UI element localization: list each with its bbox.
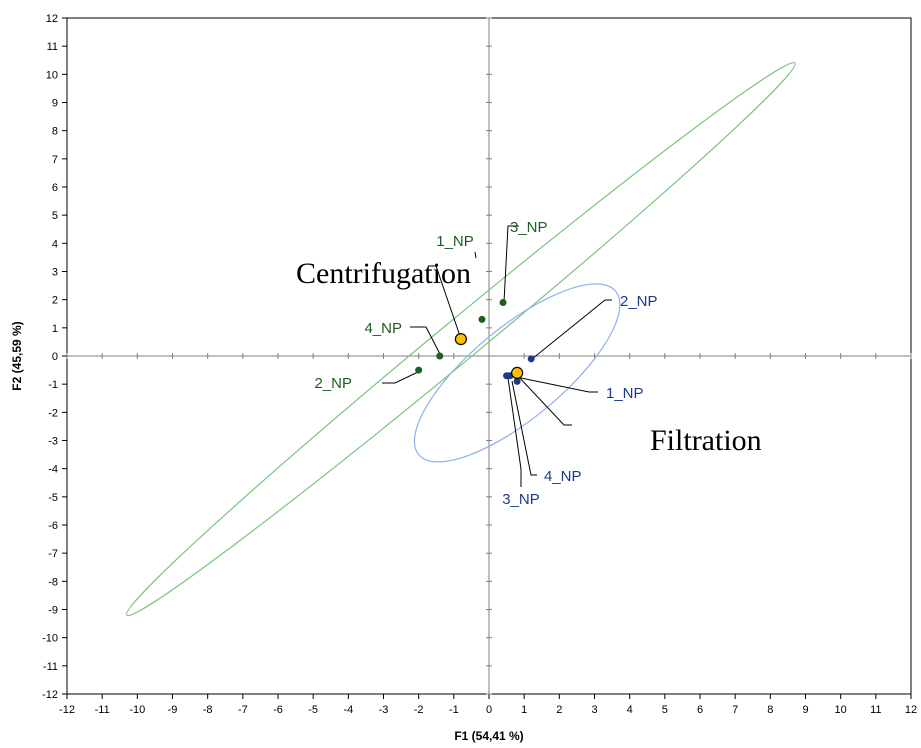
leader-line	[410, 326, 442, 357]
y-tick-label: -10	[42, 633, 58, 645]
x-tick-label: -5	[308, 704, 318, 716]
point-label: 2_NP	[620, 293, 658, 310]
x-tick-label: 4	[627, 704, 633, 716]
leader-line	[507, 377, 522, 487]
centroid-point	[511, 366, 524, 379]
leader-line	[474, 251, 477, 259]
point-label: 3_NP	[502, 491, 540, 508]
y-tick-label: 10	[46, 69, 58, 81]
point-label: 4_NP	[364, 320, 402, 337]
x-tick-label: 8	[767, 704, 773, 716]
y-tick-label: -1	[48, 379, 58, 391]
x-tick-labels: -12 -11 -10 -9 -8 -7 -6 -5 -4 -3 -2 -1 0 1 2 3 4 5 6 7 8 9 10 1…	[59, 704, 917, 716]
x-tick-label: 11	[870, 704, 881, 716]
y-tick-label: 4	[52, 238, 58, 250]
x-tick-label: 6	[697, 704, 703, 716]
x-tick-label: -2	[414, 704, 424, 716]
y-tick-label: 7	[52, 154, 58, 166]
y-tick-label: 11	[47, 41, 58, 53]
leader-line	[382, 371, 419, 384]
data-point	[436, 352, 444, 360]
data-point	[478, 315, 486, 323]
group-labels: Centrifugation Filtration	[296, 257, 762, 457]
x-tick-label: 3	[591, 704, 597, 716]
data-point	[499, 298, 507, 306]
y-tick-label: 0	[52, 351, 58, 363]
x-axis-title: F1 (54,41 %)	[454, 729, 523, 743]
data-point	[513, 377, 521, 385]
point-label: 1_NP	[606, 385, 644, 402]
leader-line	[511, 380, 537, 476]
x-tick-label: -12	[59, 704, 75, 716]
y-tick-label: 2	[52, 295, 58, 307]
data-points	[415, 298, 535, 385]
centroid-point	[454, 333, 467, 346]
x-tick-label: -11	[95, 704, 110, 716]
leader-line	[503, 225, 519, 303]
y-tick-label: -3	[48, 436, 58, 448]
data-point	[415, 366, 423, 374]
x-tick-label: -6	[273, 704, 283, 716]
y-tick-label: -9	[48, 605, 58, 617]
confidence-ellipse-0	[125, 62, 796, 617]
x-tick-label: 9	[802, 704, 808, 716]
y-tick-label: 1	[52, 323, 58, 335]
y-tick-label: -8	[48, 576, 58, 588]
x-tick-label: 2	[556, 704, 562, 716]
y-tick-label: -4	[48, 464, 58, 476]
y-tick-label: -5	[48, 492, 58, 504]
point-label: 2_NP	[314, 375, 352, 392]
x-tick-label: 0	[486, 704, 492, 716]
y-tick-label: -11	[43, 661, 58, 673]
x-tick-label: -4	[343, 704, 353, 716]
y-tick-label: 9	[52, 98, 58, 110]
confidence-ellipse-1	[413, 283, 621, 463]
point-label: 3_NP	[510, 219, 548, 236]
leader-line	[520, 377, 598, 393]
group-label: Centrifugation	[296, 257, 471, 290]
group-leader-line	[428, 265, 462, 340]
y-tick-label: -2	[48, 407, 58, 419]
point-label: 1_NP	[436, 233, 474, 250]
x-tick-label: -10	[129, 704, 145, 716]
y-axis-title: F2 (45,59 %)	[10, 321, 24, 390]
x-tick-label: 7	[732, 704, 738, 716]
y-tick-label: 6	[52, 182, 58, 194]
data-point	[503, 372, 511, 380]
point-label: 4_NP	[544, 468, 582, 485]
x-tick-label: 1	[521, 704, 527, 716]
y-tick-label: 5	[52, 210, 58, 222]
y-tick-label: -6	[48, 520, 58, 532]
x-tick-label: 10	[835, 704, 847, 716]
group-leader-line	[516, 374, 572, 426]
confidence-ellipses	[125, 62, 796, 617]
label-leader-lines	[382, 225, 612, 487]
y-tick-label: 3	[52, 267, 58, 279]
y-tick-label: -7	[48, 548, 58, 560]
y-tick-label: -12	[42, 689, 58, 701]
point-labels: 1_NP3_NP4_NP2_NP2_NP1_NP4_NP3_NP	[314, 219, 657, 508]
leader-line	[531, 299, 612, 360]
x-tick-label: 5	[662, 704, 668, 716]
y-tick-label: 8	[52, 126, 58, 138]
x-tick-label: 12	[905, 704, 917, 716]
x-tick-label: -1	[449, 704, 459, 716]
data-point	[527, 355, 535, 363]
x-tick-label: -8	[203, 704, 213, 716]
x-tick-label: -7	[238, 704, 248, 716]
axes	[62, 17, 912, 699]
x-tick-label: -3	[379, 704, 389, 716]
x-tick-label: -9	[168, 704, 178, 716]
y-tick-labels: -12-11-10-9-8-7-6-5-4-3-2-10123456789101…	[42, 13, 58, 701]
group-label: Filtration	[650, 424, 762, 457]
y-tick-label: 12	[46, 13, 58, 25]
